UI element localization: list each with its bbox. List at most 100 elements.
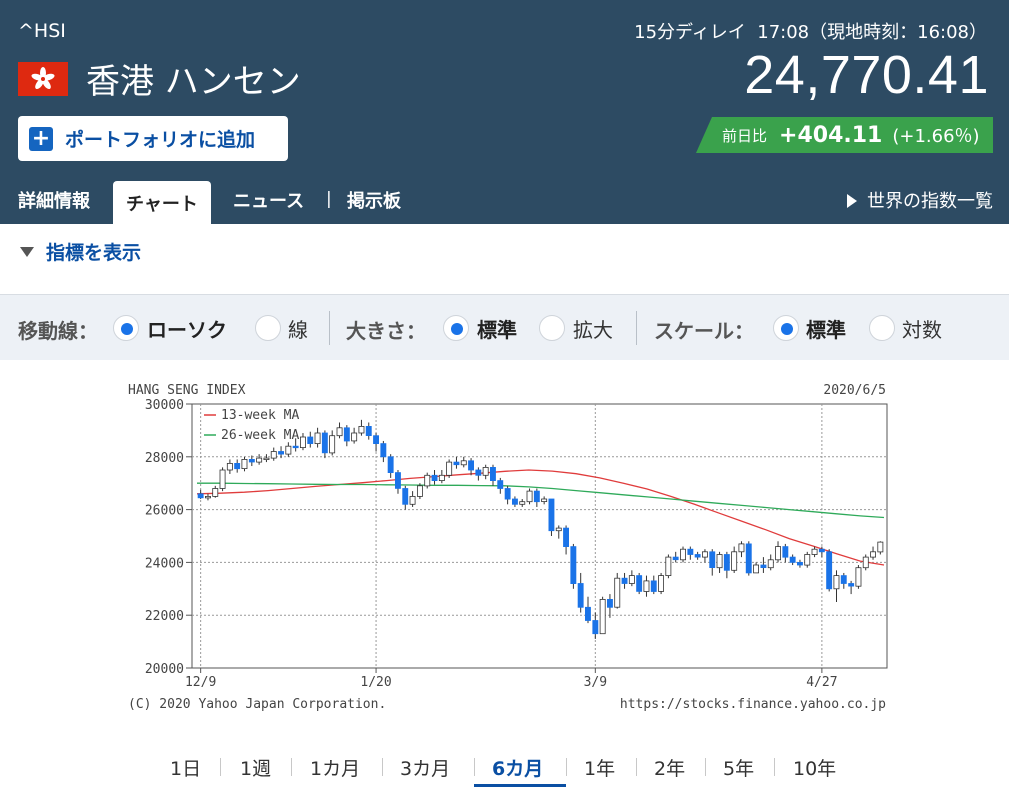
y-tick-label: 20000	[145, 662, 184, 677]
candle-down	[321, 432, 328, 454]
candle-up	[665, 556, 672, 577]
candle-up	[212, 488, 219, 497]
tab-news[interactable]: ニュース	[233, 191, 305, 212]
candle-down	[453, 461, 460, 466]
radio-candlestick[interactable]	[113, 315, 139, 341]
option-scale-log-label[interactable]: 対数	[902, 318, 942, 342]
option-scale-standard-label[interactable]: 標準	[806, 318, 846, 342]
candle-down	[475, 469, 482, 476]
candle-up	[870, 551, 876, 558]
tab-details[interactable]: 詳細情報	[18, 191, 90, 212]
candle-up	[680, 548, 686, 561]
period-separator	[382, 758, 383, 776]
period-1w[interactable]: 1週	[240, 758, 272, 780]
tab-board[interactable]: 掲示板	[347, 191, 401, 212]
candle-up	[219, 469, 226, 489]
candle-down	[468, 460, 474, 471]
period-separator	[705, 758, 706, 776]
candle-up	[811, 548, 818, 555]
candle-up	[329, 435, 336, 454]
period-1y[interactable]: 1年	[584, 758, 616, 780]
period-1m[interactable]: 1カ月	[310, 758, 361, 780]
candle-up	[599, 598, 606, 635]
candle-down	[694, 554, 701, 558]
candle-up	[263, 457, 270, 460]
candle-down	[278, 451, 284, 455]
period-2y[interactable]: 2年	[654, 758, 686, 780]
period-10y[interactable]: 10年	[793, 758, 837, 780]
candle-up	[702, 551, 708, 558]
candle-down	[818, 548, 825, 553]
candle-down	[745, 543, 752, 574]
option-divider	[636, 311, 637, 345]
period-6m[interactable]: 6カ月	[492, 758, 544, 780]
radio-size-enlarge[interactable]	[539, 315, 565, 341]
chart-legend: 13-week MA 26-week MA	[204, 408, 299, 443]
candle-up	[409, 496, 416, 505]
option-candlestick-label[interactable]: ローソク	[147, 318, 227, 342]
delay-info: 15分ディレイ 17:08（現地時刻：16:08）	[634, 18, 987, 44]
size-label: 大きさ：	[346, 319, 426, 343]
tab-chart[interactable]: チャート	[113, 181, 211, 224]
candle-up	[482, 467, 489, 476]
quote-time: 17:08（現地時刻：16:08）	[757, 22, 987, 43]
candle-down	[848, 583, 855, 587]
ma26-line	[197, 482, 885, 519]
candle-up	[285, 445, 292, 455]
period-separator	[474, 758, 475, 776]
candle-down	[497, 480, 504, 489]
candle-down	[343, 427, 350, 442]
chart-source-url: https://stocks.finance.yahoo.co.jp	[620, 697, 886, 712]
candle-down	[621, 577, 628, 584]
radio-size-standard[interactable]	[443, 315, 469, 341]
candle-down	[840, 575, 847, 584]
candle-up	[299, 436, 306, 449]
candle-down	[533, 490, 540, 503]
chart-title: HANG SENG INDEX	[128, 383, 246, 398]
play-arrow-icon	[847, 194, 857, 208]
candle-up	[336, 427, 343, 437]
show-indicators-label: 指標を表示	[46, 242, 142, 264]
candle-down	[760, 564, 767, 568]
change-percent: (+1.66％)	[892, 126, 980, 147]
candle-down	[723, 554, 730, 571]
x-tick-label: 12/9	[185, 675, 216, 690]
show-indicators-toggle[interactable]: 指標を表示	[20, 238, 141, 265]
radio-line[interactable]	[255, 315, 281, 341]
candle-up	[855, 567, 862, 587]
period-separator	[774, 758, 775, 776]
y-tick-label: 26000	[145, 504, 184, 519]
candle-up	[446, 461, 453, 476]
active-period-indicator	[474, 784, 566, 787]
radio-scale-standard[interactable]	[773, 315, 799, 341]
option-size-enlarge-label[interactable]: 拡大	[573, 318, 613, 342]
candle-up	[416, 485, 423, 497]
ma13-line	[196, 469, 885, 566]
candle-down	[782, 546, 789, 558]
candle-down	[234, 463, 241, 470]
candle-up	[270, 451, 277, 459]
ticker-symbol: ^HSI	[18, 20, 66, 42]
change-label: 前日比	[722, 126, 768, 145]
candle-up	[526, 490, 533, 503]
period-separator	[636, 758, 637, 776]
period-3m[interactable]: 3カ月	[400, 758, 451, 780]
quote-tabs: 詳細情報 チャート ニュース | 掲示板 世界の指数一覧	[0, 181, 1009, 224]
candle-down	[248, 459, 255, 463]
candle-up	[358, 426, 365, 434]
x-tick-label: 4/27	[806, 675, 837, 690]
candle-up	[204, 496, 211, 499]
tab-separator: |	[326, 189, 332, 209]
world-indices-link[interactable]: 世界の指数一覧	[847, 187, 993, 213]
radio-scale-log[interactable]	[869, 315, 895, 341]
period-1d[interactable]: 1日	[170, 758, 202, 780]
caret-down-icon	[20, 246, 34, 257]
y-axis: 30000 28000 26000 24000 22000 20000	[145, 398, 192, 677]
ma-type-label: 移動線：	[18, 319, 98, 343]
candle-down	[197, 493, 204, 499]
period-5y[interactable]: 5年	[723, 758, 755, 780]
option-line-label[interactable]: 線	[288, 318, 308, 342]
add-to-portfolio-button[interactable]: + ポートフォリオに追加	[18, 116, 288, 161]
option-size-standard-label[interactable]: 標準	[477, 318, 517, 342]
candle-up	[424, 474, 431, 487]
